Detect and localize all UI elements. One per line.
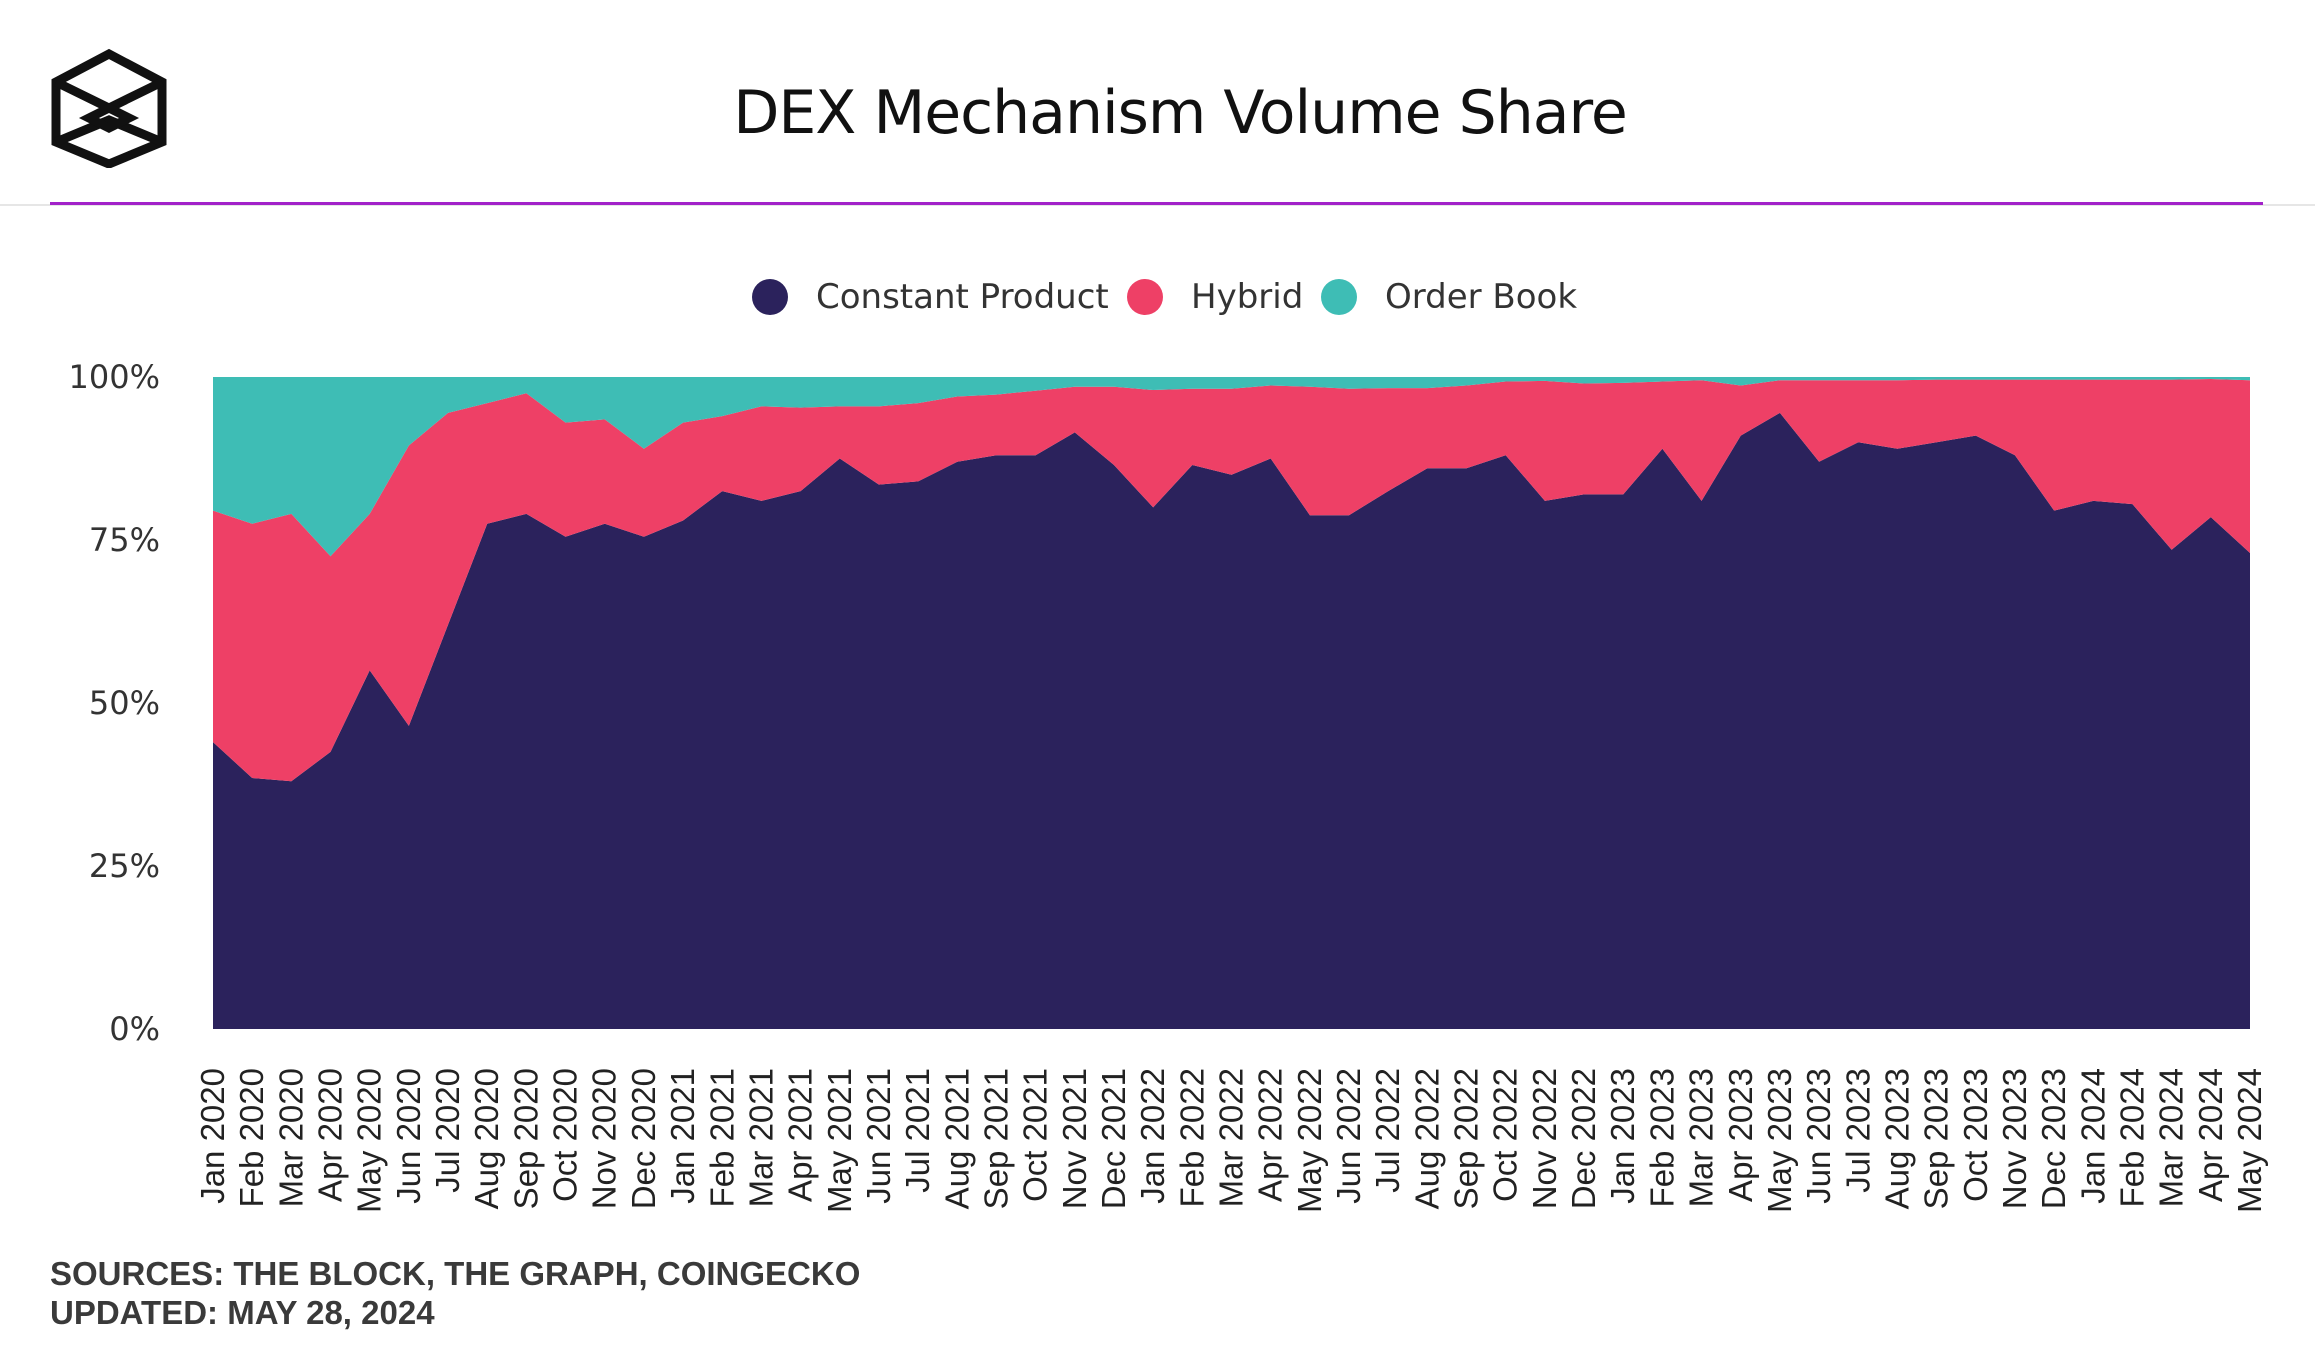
x-tick-label: Dec 2021 <box>1095 1068 1132 1209</box>
legend-label-order-book: Order Book <box>1385 277 1578 317</box>
x-tick-label: Nov 2021 <box>1056 1068 1093 1209</box>
x-tick-label: Jun 2023 <box>1800 1068 1837 1204</box>
legend-swatch-hybrid <box>1127 279 1163 315</box>
y-tick-label: 50% <box>89 684 160 722</box>
legend-label-constant-product: Constant Product <box>816 277 1109 317</box>
x-tick-label: Feb 2024 <box>2113 1068 2150 1207</box>
x-tick-label: May 2022 <box>1291 1068 1328 1213</box>
x-tick-label: Oct 2021 <box>1017 1068 1054 1202</box>
legend: Constant Product Hybrid Order Book <box>0 272 2315 322</box>
legend-item-constant-product[interactable]: Constant Product <box>752 272 1109 322</box>
x-tick-label: Jun 2021 <box>860 1068 897 1204</box>
x-tick-label: Mar 2024 <box>2153 1068 2190 1207</box>
x-tick-label: Dec 2023 <box>2035 1068 2072 1209</box>
x-tick-label: Mar 2020 <box>272 1068 309 1207</box>
area-series-group <box>213 377 2250 1029</box>
x-tick-label: Sep 2021 <box>977 1068 1014 1209</box>
x-tick-label: Feb 2020 <box>233 1068 270 1207</box>
legend-swatch-constant-product <box>752 279 788 315</box>
x-axis-ticks: Jan 2020 Feb 2020 Mar 2020 Apr 2020 May 2020… <box>194 1068 2268 1213</box>
x-tick-label: Oct 2020 <box>547 1068 584 1202</box>
x-tick-label: Feb 2021 <box>703 1068 740 1207</box>
y-tick-label: 100% <box>69 358 160 396</box>
x-tick-label: May 2020 <box>351 1068 388 1213</box>
x-tick-label: Jun 2022 <box>1330 1068 1367 1204</box>
x-tick-label: Feb 2023 <box>1643 1068 1680 1207</box>
x-tick-label: Dec 2022 <box>1565 1068 1602 1209</box>
area-order-book <box>213 377 2250 557</box>
x-tick-label: Jan 2022 <box>1134 1068 1171 1204</box>
x-tick-label: May 2023 <box>1761 1068 1798 1213</box>
x-tick-label: Jan 2021 <box>664 1068 701 1204</box>
x-tick-label: Apr 2021 <box>782 1068 819 1202</box>
x-tick-label: Jan 2023 <box>1604 1068 1641 1204</box>
y-tick-label: 0% <box>109 1010 160 1048</box>
x-tick-label: Jun 2020 <box>390 1068 427 1204</box>
x-tick-label: May 2021 <box>821 1068 858 1213</box>
x-tick-label: Apr 2020 <box>312 1068 349 1202</box>
header-divider <box>0 204 2315 206</box>
x-tick-label: Dec 2020 <box>625 1068 662 1209</box>
x-tick-label: Nov 2023 <box>1996 1068 2033 1209</box>
x-tick-label: Feb 2022 <box>1173 1068 1210 1207</box>
x-tick-label: Aug 2020 <box>468 1068 505 1209</box>
x-tick-label: Aug 2021 <box>938 1068 975 1209</box>
x-tick-label: Mar 2022 <box>1213 1068 1250 1207</box>
legend-item-hybrid[interactable]: Hybrid <box>1127 272 1303 322</box>
legend-item-order-book[interactable]: Order Book <box>1321 272 1577 322</box>
y-axis-ticks: 0% 25% 50% 75% 100% <box>69 358 160 1048</box>
the-block-logo-icon <box>51 48 167 168</box>
x-tick-label: Jan 2024 <box>2074 1068 2111 1204</box>
chart-title: DEX Mechanism Volume Share <box>733 78 1628 148</box>
y-tick-label: 25% <box>89 847 160 885</box>
y-tick-label: 75% <box>89 521 160 559</box>
x-tick-label: Sep 2022 <box>1448 1068 1485 1209</box>
x-tick-label: Jul 2021 <box>899 1068 936 1193</box>
x-tick-label: Sep 2023 <box>1918 1068 1955 1209</box>
x-tick-label: Mar 2023 <box>1683 1068 1720 1207</box>
x-tick-label: Jul 2020 <box>429 1068 466 1193</box>
area-hybrid <box>213 378 2250 782</box>
x-tick-label: Mar 2021 <box>742 1068 779 1207</box>
x-tick-label: Apr 2022 <box>1252 1068 1289 1202</box>
x-tick-label: May 2024 <box>2231 1068 2268 1213</box>
x-tick-label: Oct 2023 <box>1957 1068 1994 1202</box>
x-tick-label: Aug 2022 <box>1408 1068 1445 1209</box>
x-tick-label: Apr 2024 <box>2192 1068 2229 1202</box>
area-constant-product <box>213 412 2250 1029</box>
updated-note: UPDATED: MAY 28, 2024 <box>50 1294 435 1331</box>
x-tick-label: Jul 2023 <box>1839 1068 1876 1193</box>
x-tick-label: Nov 2022 <box>1526 1068 1563 1209</box>
x-tick-label: Aug 2023 <box>1878 1068 1915 1209</box>
x-tick-label: Jan 2020 <box>194 1068 231 1204</box>
x-tick-label: Jul 2022 <box>1369 1068 1406 1193</box>
legend-label-hybrid: Hybrid <box>1191 277 1304 317</box>
x-tick-label: Oct 2022 <box>1487 1068 1524 1202</box>
legend-swatch-order-book <box>1321 279 1357 315</box>
x-tick-label: Apr 2023 <box>1722 1068 1759 1202</box>
header-accent-rule <box>50 202 2263 205</box>
x-tick-label: Sep 2020 <box>507 1068 544 1209</box>
sources-note: SOURCES: THE BLOCK, THE GRAPH, COINGECKO <box>50 1255 861 1292</box>
x-tick-label: Nov 2020 <box>586 1068 623 1209</box>
